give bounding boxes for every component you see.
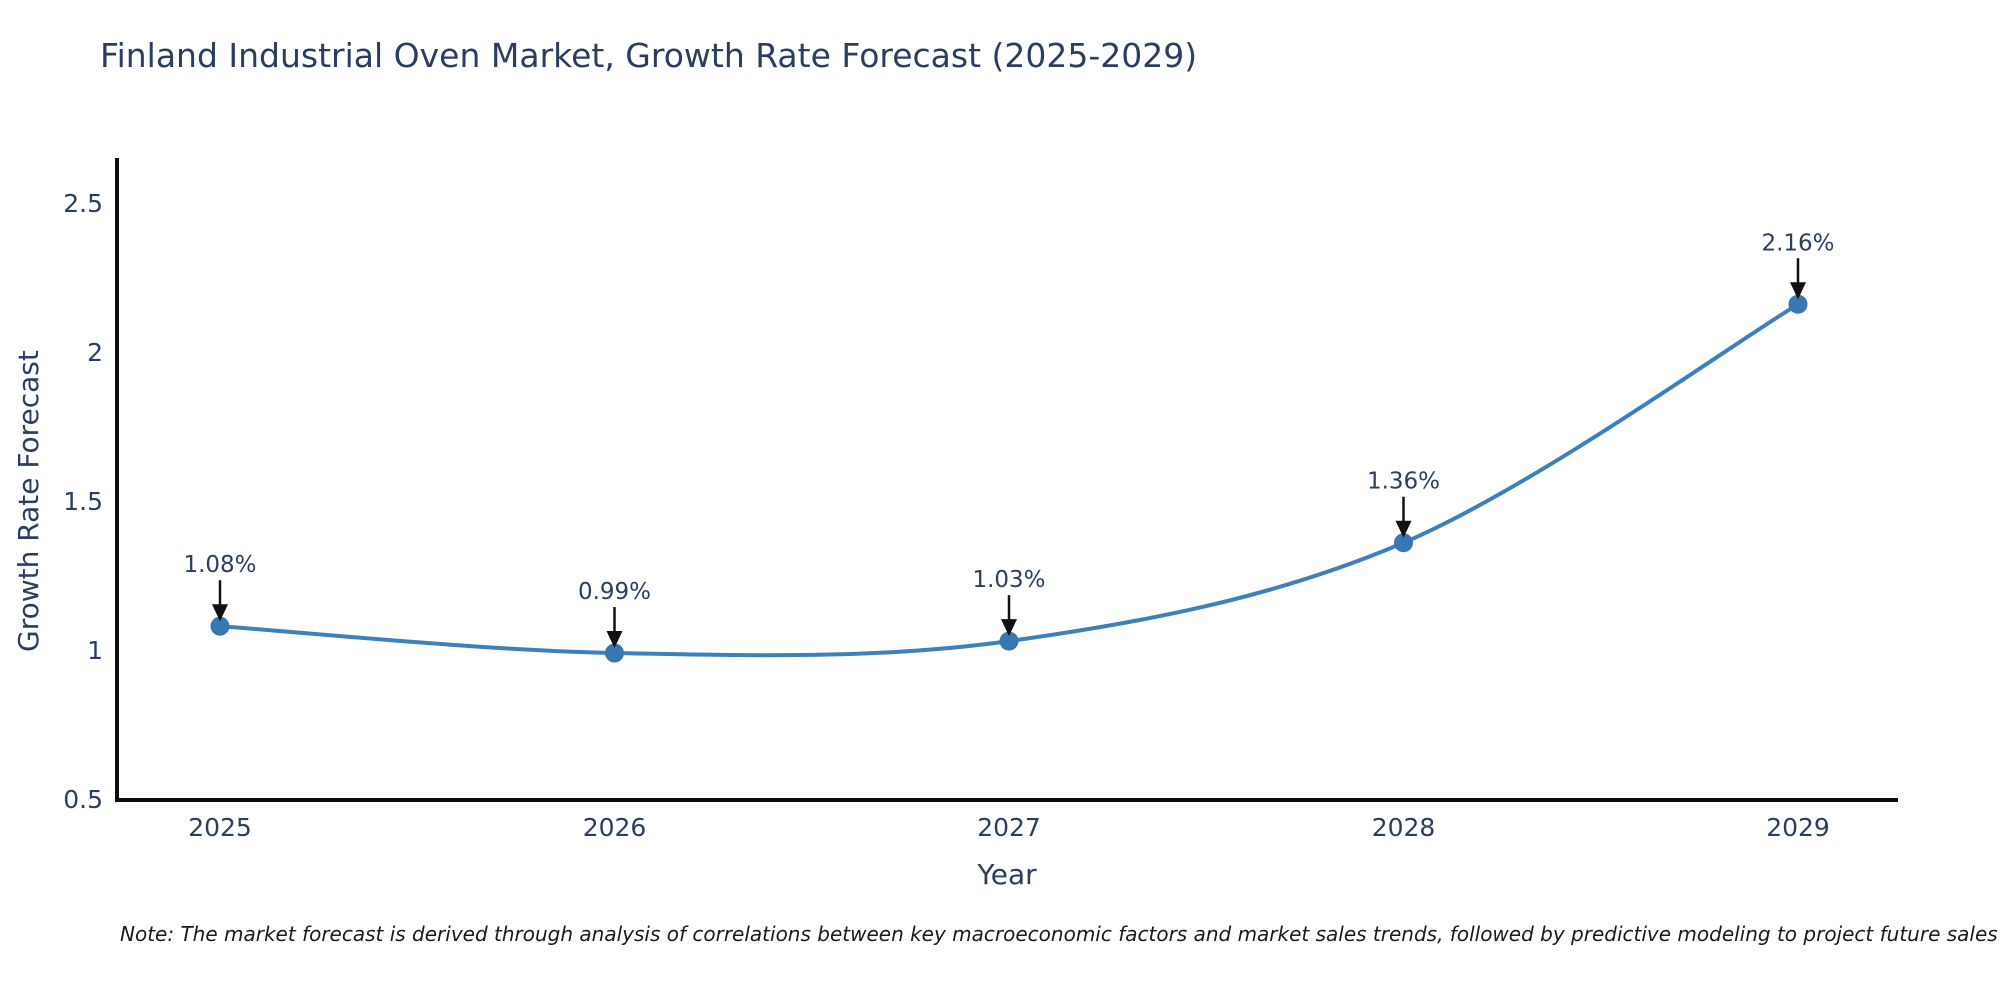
data-point-marker[interactable] [1394, 533, 1413, 553]
annotation-label: 1.36% [1367, 469, 1440, 495]
annotation-label: 1.08% [183, 552, 256, 578]
annotation-label: 2.16% [1761, 230, 1834, 256]
chart-title: Finland Industrial Oven Market, Growth R… [100, 36, 1198, 75]
x-axis-title: Year [977, 858, 1037, 891]
x-tick-label: 2027 [977, 813, 1041, 842]
annotation-label: 0.99% [578, 579, 651, 605]
annotation-label: 1.03% [972, 567, 1045, 593]
data-point-marker[interactable] [999, 631, 1019, 651]
x-tick-label: 2029 [1766, 813, 1830, 842]
y-tick-label: 2.5 [63, 189, 103, 218]
y-tick-label: 1.5 [63, 487, 103, 516]
y-tick-label: 1 [87, 636, 103, 665]
annotation-arrowhead [1001, 619, 1017, 637]
data-point-marker[interactable] [605, 643, 624, 663]
footnote: Note: The market forecast is derived thr… [120, 922, 1998, 946]
x-tick-label: 2028 [1372, 813, 1436, 842]
annotation-arrowhead [606, 631, 623, 649]
x-tick-label: 2026 [583, 813, 647, 842]
y-tick-label: 0.5 [63, 785, 103, 814]
trend-line [219, 302, 1800, 658]
y-tick-label: 2 [87, 338, 103, 367]
annotation-arrowhead [212, 604, 228, 622]
annotation-arrowhead [1790, 282, 1806, 300]
x-tick-label: 2025 [188, 813, 252, 842]
annotation-arrowhead [1395, 520, 1412, 538]
data-point-marker[interactable] [210, 616, 230, 636]
data-point-marker[interactable] [1788, 294, 1808, 314]
